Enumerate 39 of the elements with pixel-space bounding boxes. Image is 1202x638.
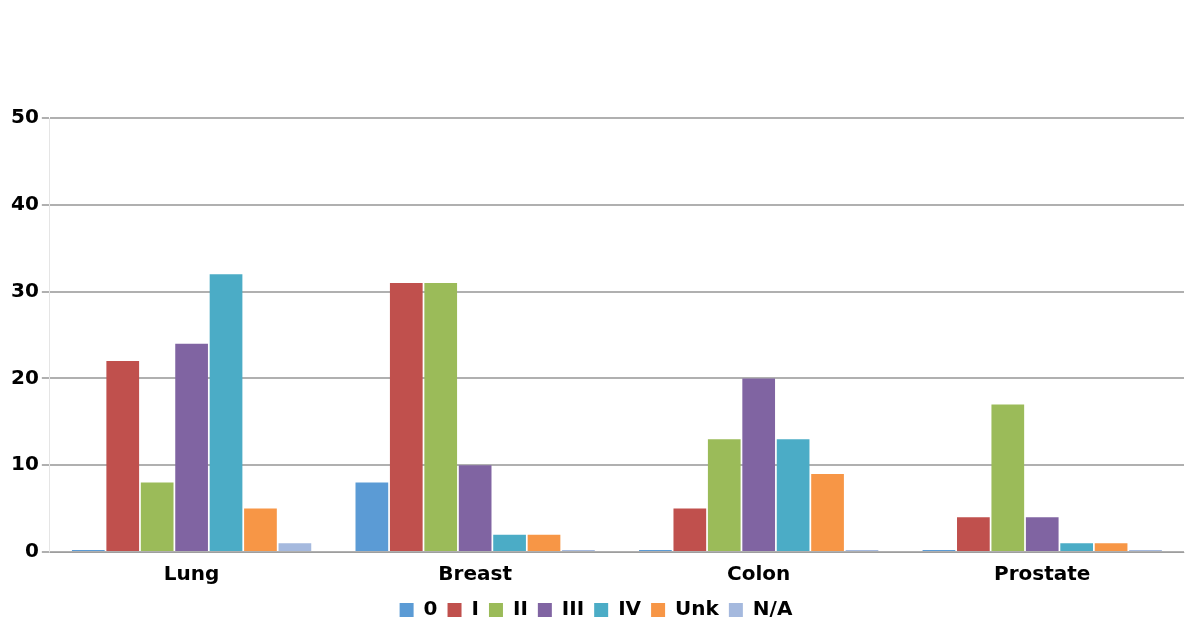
bar (991, 404, 1025, 551)
y-tick-label: 40 (10, 191, 39, 215)
bar (355, 482, 389, 551)
legend-label: III (561, 596, 585, 621)
y-tick-label: 10 (10, 451, 39, 476)
bar (106, 361, 140, 551)
legend-label: Unk (675, 596, 720, 621)
legend-label: II (512, 596, 528, 621)
bar (811, 473, 844, 551)
bar (1094, 543, 1128, 551)
x-tick-label: Breast (438, 561, 513, 586)
bar (424, 282, 458, 551)
bar (493, 534, 526, 551)
bar (1025, 517, 1059, 551)
legend-label: 0 (423, 596, 438, 621)
legend-label: I (471, 596, 479, 621)
bar (278, 543, 312, 551)
x-tick-label: Lung (163, 561, 220, 586)
bar (209, 274, 243, 551)
bar (776, 439, 810, 551)
bar (957, 517, 990, 551)
bar (1060, 543, 1094, 551)
legend-label: N/A (752, 596, 793, 621)
bar (458, 465, 492, 551)
y-tick-label: 0 (24, 538, 39, 563)
y-tick-label: 50 (10, 104, 39, 129)
x-tick-label: Prostate (994, 561, 1091, 586)
y-tick-label: 30 (10, 277, 39, 302)
bar (175, 343, 208, 551)
bar (673, 508, 707, 551)
bar (244, 508, 277, 551)
bar (140, 482, 174, 551)
y-tick-label: 20 (10, 364, 39, 389)
bar (527, 534, 561, 551)
bar (389, 282, 423, 551)
legend-label: IV (618, 596, 642, 621)
x-tick-label: Colon (727, 561, 791, 586)
bar (742, 378, 776, 551)
bar (707, 439, 741, 551)
